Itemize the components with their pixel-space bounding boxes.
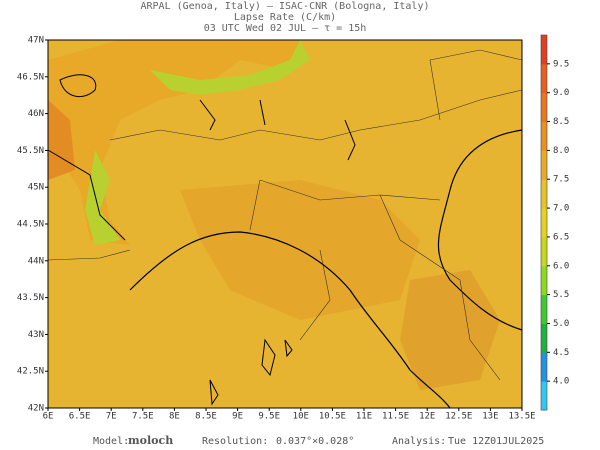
colorbar-segment — [541, 236, 547, 267]
lat-label: 45N — [28, 183, 44, 193]
lat-label: 42N — [28, 404, 44, 414]
colorbar-label: 7.0 — [553, 204, 569, 214]
colorbar-segment — [541, 121, 547, 151]
lon-label: 9.5E — [258, 412, 280, 422]
field-patch — [150, 40, 310, 95]
field-patch — [48, 100, 75, 180]
map — [47, 39, 523, 409]
colorbar-segment — [541, 323, 547, 353]
border — [47, 74, 356, 241]
lon-label: 10E — [293, 412, 309, 422]
island — [209, 338, 293, 406]
lon-label: 13E — [482, 412, 498, 422]
lon-label: 11.5E — [382, 412, 409, 422]
colorbar-label: 8.5 — [553, 117, 569, 127]
header-line: 03 UTC Wed 02 JUL – τ = 15h — [204, 23, 367, 34]
colorbar-label: 6.0 — [553, 261, 569, 271]
lon-label: 6E — [43, 412, 54, 422]
colorbar-segment — [541, 352, 547, 382]
lat-label: 46.5N — [17, 72, 44, 82]
colorbar-segment — [541, 35, 547, 65]
colorbar-label: 9.5 — [553, 59, 569, 69]
footer-label: Resolution: — [202, 436, 268, 447]
axes: 47N 46.5N 46N 45.5N 45N 44.5N 44N 43.5N 43N 42.5N… — [17, 36, 536, 422]
lon-label: 7E — [106, 412, 117, 422]
colorbar-label: 4.5 — [553, 348, 569, 358]
lon-label: 10.5E — [319, 412, 346, 422]
colorbar-label: 4.0 — [553, 377, 569, 387]
field-patch — [48, 40, 300, 245]
footer-label: Analysis: — [392, 436, 446, 447]
lon-label: 9E — [232, 412, 243, 422]
lon-label: 8E — [169, 412, 180, 422]
colorbar: 4.0 4.5 5.0 5.5 6.0 6.5 7.0 7.5 8.0 8.5 9.0 9.5 — [540, 34, 569, 411]
lat-label: 47N — [28, 36, 44, 46]
lat-label: 42.5N — [17, 367, 44, 377]
footer-value: 0.037°×0.028° — [276, 436, 354, 447]
lat-label: 43.5N — [17, 293, 44, 303]
colorbar-frame — [540, 34, 548, 411]
field-patch — [85, 150, 120, 245]
lon-label: 11E — [356, 412, 372, 422]
field-patch — [400, 270, 500, 390]
lon-label: 7.5E — [132, 412, 154, 422]
border — [47, 49, 523, 381]
colorbar-segment — [541, 150, 547, 180]
colorbar-segment — [541, 294, 547, 324]
colorbar-label: 5.0 — [553, 319, 569, 329]
colorbar-label: 5.5 — [553, 290, 569, 300]
lat-label: 44N — [28, 256, 44, 266]
colorbar-segment — [541, 265, 547, 296]
colorbar-label: 8.0 — [553, 146, 569, 156]
lat-label: 43N — [28, 330, 44, 340]
footer-value: moloch — [128, 434, 173, 447]
header-line: ARPAL (Genoa, Italy) – ISAC-CNR (Bologna… — [141, 1, 430, 12]
colorbar-segment — [541, 208, 547, 238]
header-line: Lapse Rate (C/km) — [234, 12, 336, 23]
lon-label: 8.5E — [195, 412, 217, 422]
colorbar-label: 7.5 — [553, 175, 569, 185]
lon-label: 6.5E — [69, 412, 91, 422]
colorbar-label: 9.0 — [553, 88, 569, 98]
coastline — [437, 129, 523, 331]
lon-label: 12E — [419, 412, 435, 422]
coastline — [129, 231, 451, 409]
colorbar-segment — [541, 92, 547, 123]
footer-value: Tue 12Z01JUL2025 — [448, 436, 544, 447]
lat-label: 44.5N — [17, 220, 44, 230]
footer-label: Model: — [93, 436, 129, 447]
lon-label: 12.5E — [445, 412, 472, 422]
lon-label: 13.5E — [508, 412, 535, 422]
lat-label: 46N — [28, 109, 44, 119]
colorbar-label: 6.5 — [553, 232, 569, 242]
colorbar-segment — [541, 63, 547, 94]
lat-label: 45.5N — [17, 146, 44, 156]
colorbar-segment — [541, 179, 547, 209]
colorbar-segment — [541, 381, 547, 411]
